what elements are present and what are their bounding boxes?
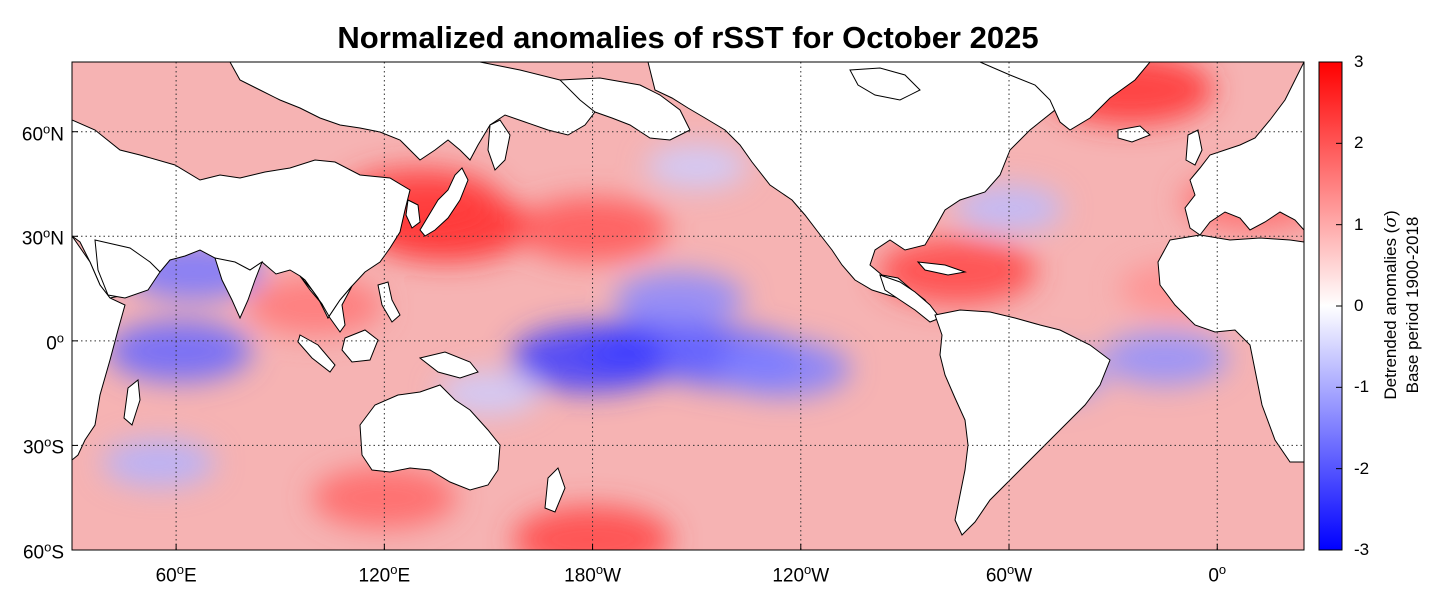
- land-philippines: [377, 281, 401, 323]
- lon-label-1: 120oE: [358, 562, 411, 587]
- land-africa: [72, 235, 126, 461]
- anomaly-region-3: [716, 340, 851, 398]
- land-cuba: [916, 261, 967, 276]
- land-sumatra: [297, 334, 336, 373]
- lon-label-2: 180oW: [564, 562, 621, 587]
- anomaly-region-7: [107, 320, 252, 382]
- anomaly-region-12: [645, 144, 748, 189]
- anomaly-region-4: [614, 271, 745, 327]
- anomaly-region-19: [512, 506, 673, 550]
- map-frame: [71, 61, 1305, 551]
- lat-label-0: 60oN: [21, 121, 64, 146]
- lon-label-0: 60oE: [155, 562, 197, 587]
- land-south-america: [934, 309, 1111, 536]
- land-greenland: [979, 62, 1151, 131]
- gridlines: [72, 62, 1304, 550]
- cb-tick-label-5: -2: [1354, 458, 1370, 478]
- land-new-guinea: [418, 351, 479, 379]
- lat-label-1: 30oN: [21, 225, 64, 250]
- land-madagascar: [123, 379, 141, 426]
- cb-tick-label-0: 3: [1354, 52, 1364, 71]
- anomaly-region-11: [954, 184, 1064, 232]
- land-india: [214, 257, 264, 320]
- land-indochina: [299, 275, 353, 333]
- map-title: Normalized anomalies of rSST for October…: [337, 20, 1039, 55]
- anomaly-region-5: [437, 370, 540, 416]
- land-arabia: [94, 239, 161, 299]
- land-borneo: [341, 329, 379, 363]
- cb-tick-label-4: -1: [1354, 377, 1370, 397]
- colorbar-title-line2: Base period 1900-2018: [1403, 216, 1422, 394]
- lat-label-4: 60oS: [22, 539, 64, 564]
- land-kamchatka: [487, 119, 511, 171]
- cb-tick-label-2: 1: [1354, 214, 1364, 234]
- lon-label-4: 60oW: [985, 562, 1033, 587]
- colorbar-ticks: [1336, 61, 1342, 551]
- anomaly-region-10: [1101, 331, 1229, 386]
- anomaly-region-20: [311, 467, 457, 529]
- land-central-america: [879, 274, 941, 323]
- lat-label-2: 0o: [46, 330, 64, 355]
- land-japan: [419, 167, 469, 237]
- cb-tick-label-3: 0: [1354, 296, 1364, 315]
- sigma-symbol: σ: [1381, 216, 1401, 228]
- land-iceland: [1117, 125, 1151, 143]
- colorbar-title-prefix: Detrended anomalies (: [1381, 227, 1400, 400]
- cb-tick-label-1: 2: [1354, 133, 1364, 153]
- tick-marks: [72, 131, 1218, 551]
- lon-label-3: 120oW: [772, 562, 830, 587]
- anomaly-region-8: [102, 438, 215, 488]
- lon-label-5: 0o: [1208, 562, 1227, 587]
- colorbar-title-line1: Detrended anomalies (σ): [1380, 175, 1402, 435]
- anomaly-region-1: [511, 324, 674, 393]
- land-korea: [405, 199, 421, 229]
- colorbar-title-suffix: ): [1381, 210, 1400, 217]
- colorbar-title: Detrended anomalies (σ) Base period 1900…: [1380, 175, 1424, 435]
- land-new-zealand: [544, 467, 566, 513]
- land-australia: [359, 384, 501, 491]
- land-arctic-islands: [849, 67, 921, 101]
- land-north-africa: [1157, 234, 1304, 463]
- land-uk: [1185, 129, 1203, 166]
- lat-label-3: 30oS: [22, 434, 64, 460]
- cb-tick-label-6: -3: [1354, 540, 1370, 559]
